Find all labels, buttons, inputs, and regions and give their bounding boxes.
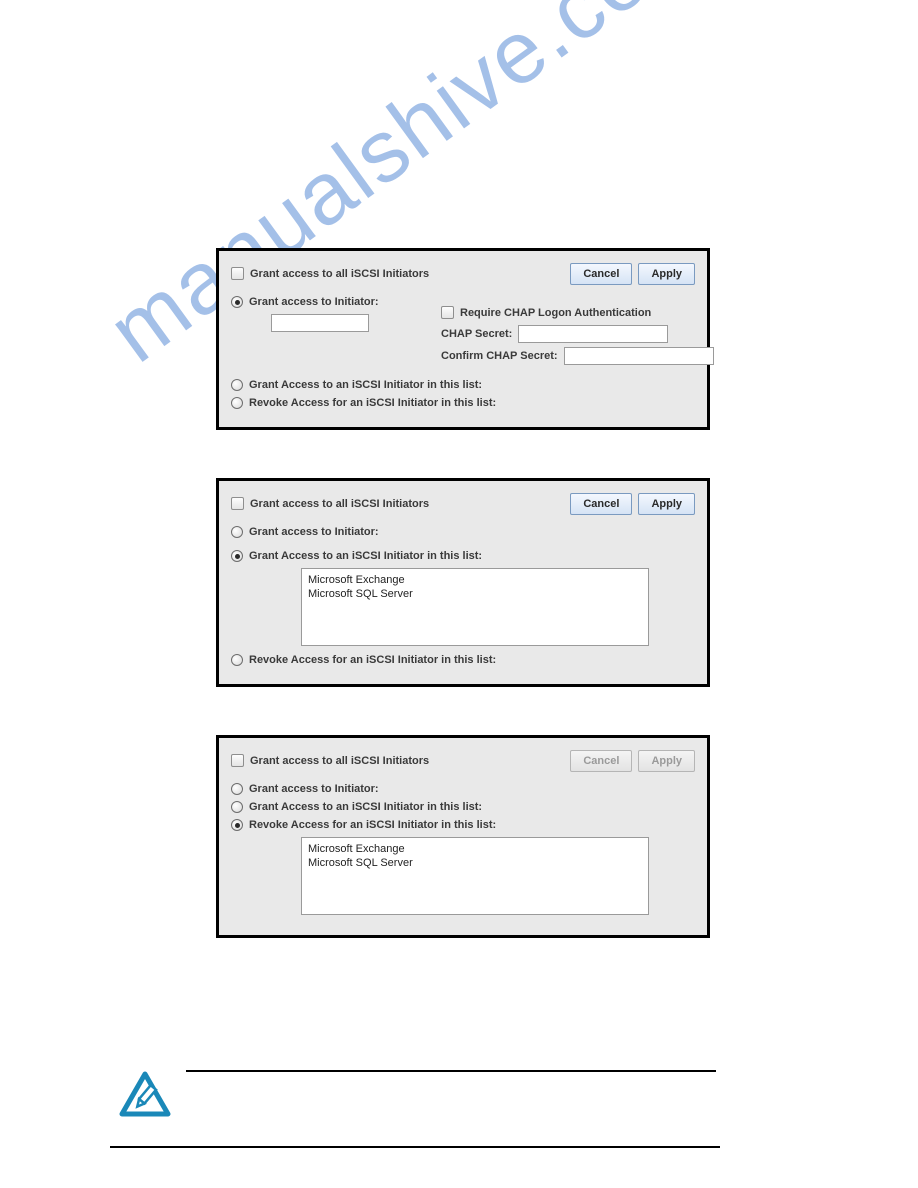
- grant-initiator-label: Grant access to Initiator:: [249, 526, 379, 538]
- apply-button[interactable]: Apply: [638, 263, 695, 285]
- require-chap-checkbox-row[interactable]: Require CHAP Logon Authentication: [441, 306, 695, 319]
- list-item[interactable]: Microsoft SQL Server: [308, 856, 642, 870]
- require-chap-label: Require CHAP Logon Authentication: [460, 307, 651, 319]
- panels-container: Grant access to all iSCSI Initiators Can…: [216, 248, 710, 986]
- list-item[interactable]: Microsoft Exchange: [308, 573, 642, 587]
- radio-icon: [231, 379, 243, 391]
- note-bottom-rule: [110, 1146, 720, 1148]
- apply-button[interactable]: Apply: [638, 750, 695, 772]
- checkbox-icon: [441, 306, 454, 319]
- grant-initiator-label: Grant access to Initiator:: [249, 296, 379, 308]
- radio-icon: [231, 397, 243, 409]
- cancel-button[interactable]: Cancel: [570, 263, 632, 285]
- grant-all-label: Grant access to all iSCSI Initiators: [250, 755, 429, 767]
- radio-icon: [231, 654, 243, 666]
- grant-all-label: Grant access to all iSCSI Initiators: [250, 268, 429, 280]
- radio-icon: [231, 801, 243, 813]
- chap-secret-label: CHAP Secret:: [441, 328, 512, 340]
- panel-grant-initiator: Grant access to all iSCSI Initiators Can…: [216, 248, 710, 430]
- grant-all-checkbox-row[interactable]: Grant access to all iSCSI Initiators: [231, 754, 429, 767]
- grant-initiator-listbox[interactable]: Microsoft Exchange Microsoft SQL Server: [301, 568, 649, 646]
- grant-all-label: Grant access to all iSCSI Initiators: [250, 498, 429, 510]
- cancel-button[interactable]: Cancel: [570, 750, 632, 772]
- grant-initiator-label: Grant access to Initiator:: [249, 783, 379, 795]
- grant-all-checkbox-row[interactable]: Grant access to all iSCSI Initiators: [231, 497, 429, 510]
- list-item[interactable]: Microsoft Exchange: [308, 842, 642, 856]
- confirm-chap-label: Confirm CHAP Secret:: [441, 350, 558, 362]
- checkbox-icon: [231, 497, 244, 510]
- grant-initiator-radio[interactable]: Grant access to Initiator:: [231, 526, 695, 538]
- grant-list-radio[interactable]: Grant Access to an iSCSI Initiator in th…: [231, 379, 695, 391]
- checkbox-icon: [231, 267, 244, 280]
- revoke-list-radio[interactable]: Revoke Access for an iSCSI Initiator in …: [231, 397, 695, 409]
- panel-revoke-from-list: Grant access to all iSCSI Initiators Can…: [216, 735, 710, 938]
- grant-list-label: Grant Access to an iSCSI Initiator in th…: [249, 550, 482, 562]
- grant-list-radio[interactable]: Grant Access to an iSCSI Initiator in th…: [231, 550, 695, 562]
- grant-all-checkbox-row[interactable]: Grant access to all iSCSI Initiators: [231, 267, 429, 280]
- radio-icon: [231, 550, 243, 562]
- grant-list-label: Grant Access to an iSCSI Initiator in th…: [249, 801, 482, 813]
- checkbox-icon: [231, 754, 244, 767]
- radio-icon: [231, 296, 243, 308]
- radio-icon: [231, 526, 243, 538]
- panel-grant-from-list: Grant access to all iSCSI Initiators Can…: [216, 478, 710, 687]
- revoke-list-radio[interactable]: Revoke Access for an iSCSI Initiator in …: [231, 819, 695, 831]
- confirm-chap-input[interactable]: [564, 347, 714, 365]
- revoke-list-label: Revoke Access for an iSCSI Initiator in …: [249, 397, 496, 409]
- revoke-list-label: Revoke Access for an iSCSI Initiator in …: [249, 654, 496, 666]
- radio-icon: [231, 819, 243, 831]
- note-block: [118, 1070, 718, 1124]
- revoke-list-label: Revoke Access for an iSCSI Initiator in …: [249, 819, 496, 831]
- grant-list-radio[interactable]: Grant Access to an iSCSI Initiator in th…: [231, 801, 695, 813]
- grant-list-label: Grant Access to an iSCSI Initiator in th…: [249, 379, 482, 391]
- radio-icon: [231, 783, 243, 795]
- note-pencil-icon: [118, 1070, 172, 1124]
- revoke-list-radio[interactable]: Revoke Access for an iSCSI Initiator in …: [231, 654, 695, 666]
- apply-button[interactable]: Apply: [638, 493, 695, 515]
- grant-initiator-radio[interactable]: Grant access to Initiator:: [231, 783, 695, 795]
- initiator-name-input[interactable]: [271, 314, 369, 332]
- chap-secret-input[interactable]: [518, 325, 668, 343]
- cancel-button[interactable]: Cancel: [570, 493, 632, 515]
- revoke-initiator-listbox[interactable]: Microsoft Exchange Microsoft SQL Server: [301, 837, 649, 915]
- list-item[interactable]: Microsoft SQL Server: [308, 587, 642, 601]
